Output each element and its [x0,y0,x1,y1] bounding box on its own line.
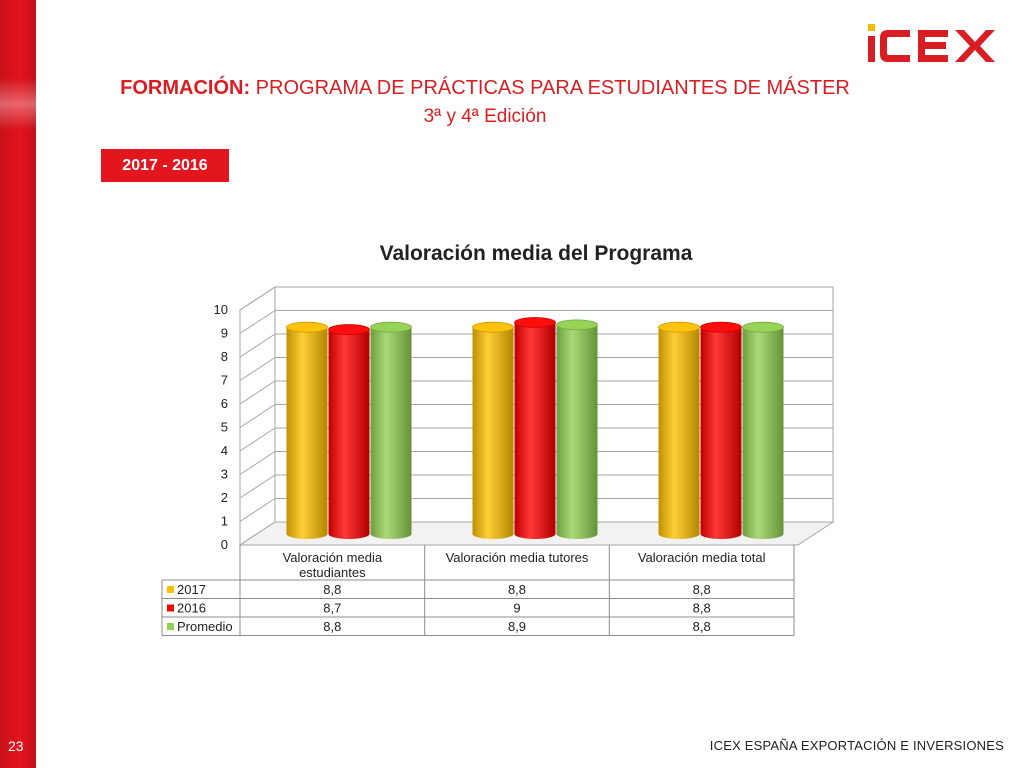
bar-top [700,321,742,333]
y-tick-label: 6 [221,396,228,411]
bar-promedio-1 [370,321,412,539]
x-category-label: Valoración media tutores [446,550,589,565]
bar-2016-3 [700,321,742,539]
bar-2016-1 [328,324,370,539]
bar-2017-3 [658,321,700,539]
gridline [239,310,833,334]
title-bold: FORMACIÓN: [120,77,251,99]
y-tick-label: 2 [221,490,228,505]
y-tick-label: 8 [221,349,228,364]
gridline [239,380,833,405]
legend-swatch-2017 [167,586,174,593]
legend-label: 2017 [177,582,206,597]
bar-body [700,327,742,539]
gridline [239,333,833,358]
legend-label: 2016 [177,601,206,616]
bar-body [658,327,700,539]
y-tick-label: 4 [221,443,228,458]
y-tick-label: 1 [221,514,228,529]
logo-i-dot [868,24,875,31]
bar-body [370,327,412,539]
logo-x [955,30,995,62]
data-label: 8,8 [323,619,341,634]
slide-subtitle: 3ª y 4ª Edición [423,106,547,127]
data-label: 9 [513,601,520,616]
data-label: 8,9 [508,619,526,634]
data-label: 8,8 [693,582,711,597]
logo-i-stem [868,36,875,62]
y-tick-label: 0 [221,537,228,552]
x-category-label: estudiantes [299,565,366,580]
bar-body [742,327,784,539]
bar-body [556,324,598,539]
gridline [239,474,833,499]
gridline [239,286,833,311]
bar-top [472,321,514,333]
x-category-label: Valoración media [283,550,383,565]
bar-body [328,329,370,539]
data-label: 8,7 [323,601,341,616]
bar-2016-2 [514,317,556,539]
data-label: 8,8 [508,582,526,597]
red-sidebar [0,0,36,768]
y-tick-label: 10 [214,302,228,317]
title-text: PROGRAMA DE PRÁCTICAS PARA ESTUDIANTES D… [255,77,850,99]
bar-top [286,321,328,333]
icex-logo [868,24,995,62]
plot-area: 0 1 2 3 4 5 6 7 8 9 10 [214,286,835,552]
bar-top [514,317,556,328]
bar-top [370,321,412,333]
chart-title: Valoración media del Programa [380,242,693,265]
page-number: 23 [8,738,24,754]
legend-swatch-promedio [167,623,174,630]
bar-top [658,321,700,333]
gridline [239,451,833,475]
bar-2017-2 [472,321,514,539]
data-label: 8,8 [693,619,711,634]
gridline [239,427,833,452]
y-tick-label: 5 [221,420,228,435]
legend-label: Promedio [177,619,233,634]
bar-top [556,319,598,331]
bar-promedio-3 [742,321,784,539]
y-tick-label: 7 [221,373,228,388]
bar-promedio-2 [556,319,598,539]
logo-e [918,30,948,62]
logo-c [880,30,910,62]
footer-text: ICEX ESPAÑA EXPORTACIÓN E INVERSIONES [709,738,1004,753]
bar-body [286,327,328,539]
x-category-label: Valoración media total [638,550,766,565]
data-label: 8,8 [323,582,341,597]
year-badge: 2017 - 2016 [101,149,229,182]
gridline [239,357,833,381]
gridline [239,404,833,428]
data-label: 8,8 [693,601,711,616]
sidebar-highlight [0,78,36,130]
bar-top [328,324,370,335]
gridline [239,498,833,522]
bar-body [514,322,556,539]
y-tick-label: 3 [221,467,228,482]
y-tick-label: 9 [221,326,228,341]
legend-swatch-2016 [167,604,174,612]
slide-title: FORMACIÓN: PROGRAMA DE PRÁCTICAS PARA ES… [40,76,930,100]
bar-body [472,327,514,539]
bar-top [742,321,784,333]
bar-2017-1 [286,321,328,539]
